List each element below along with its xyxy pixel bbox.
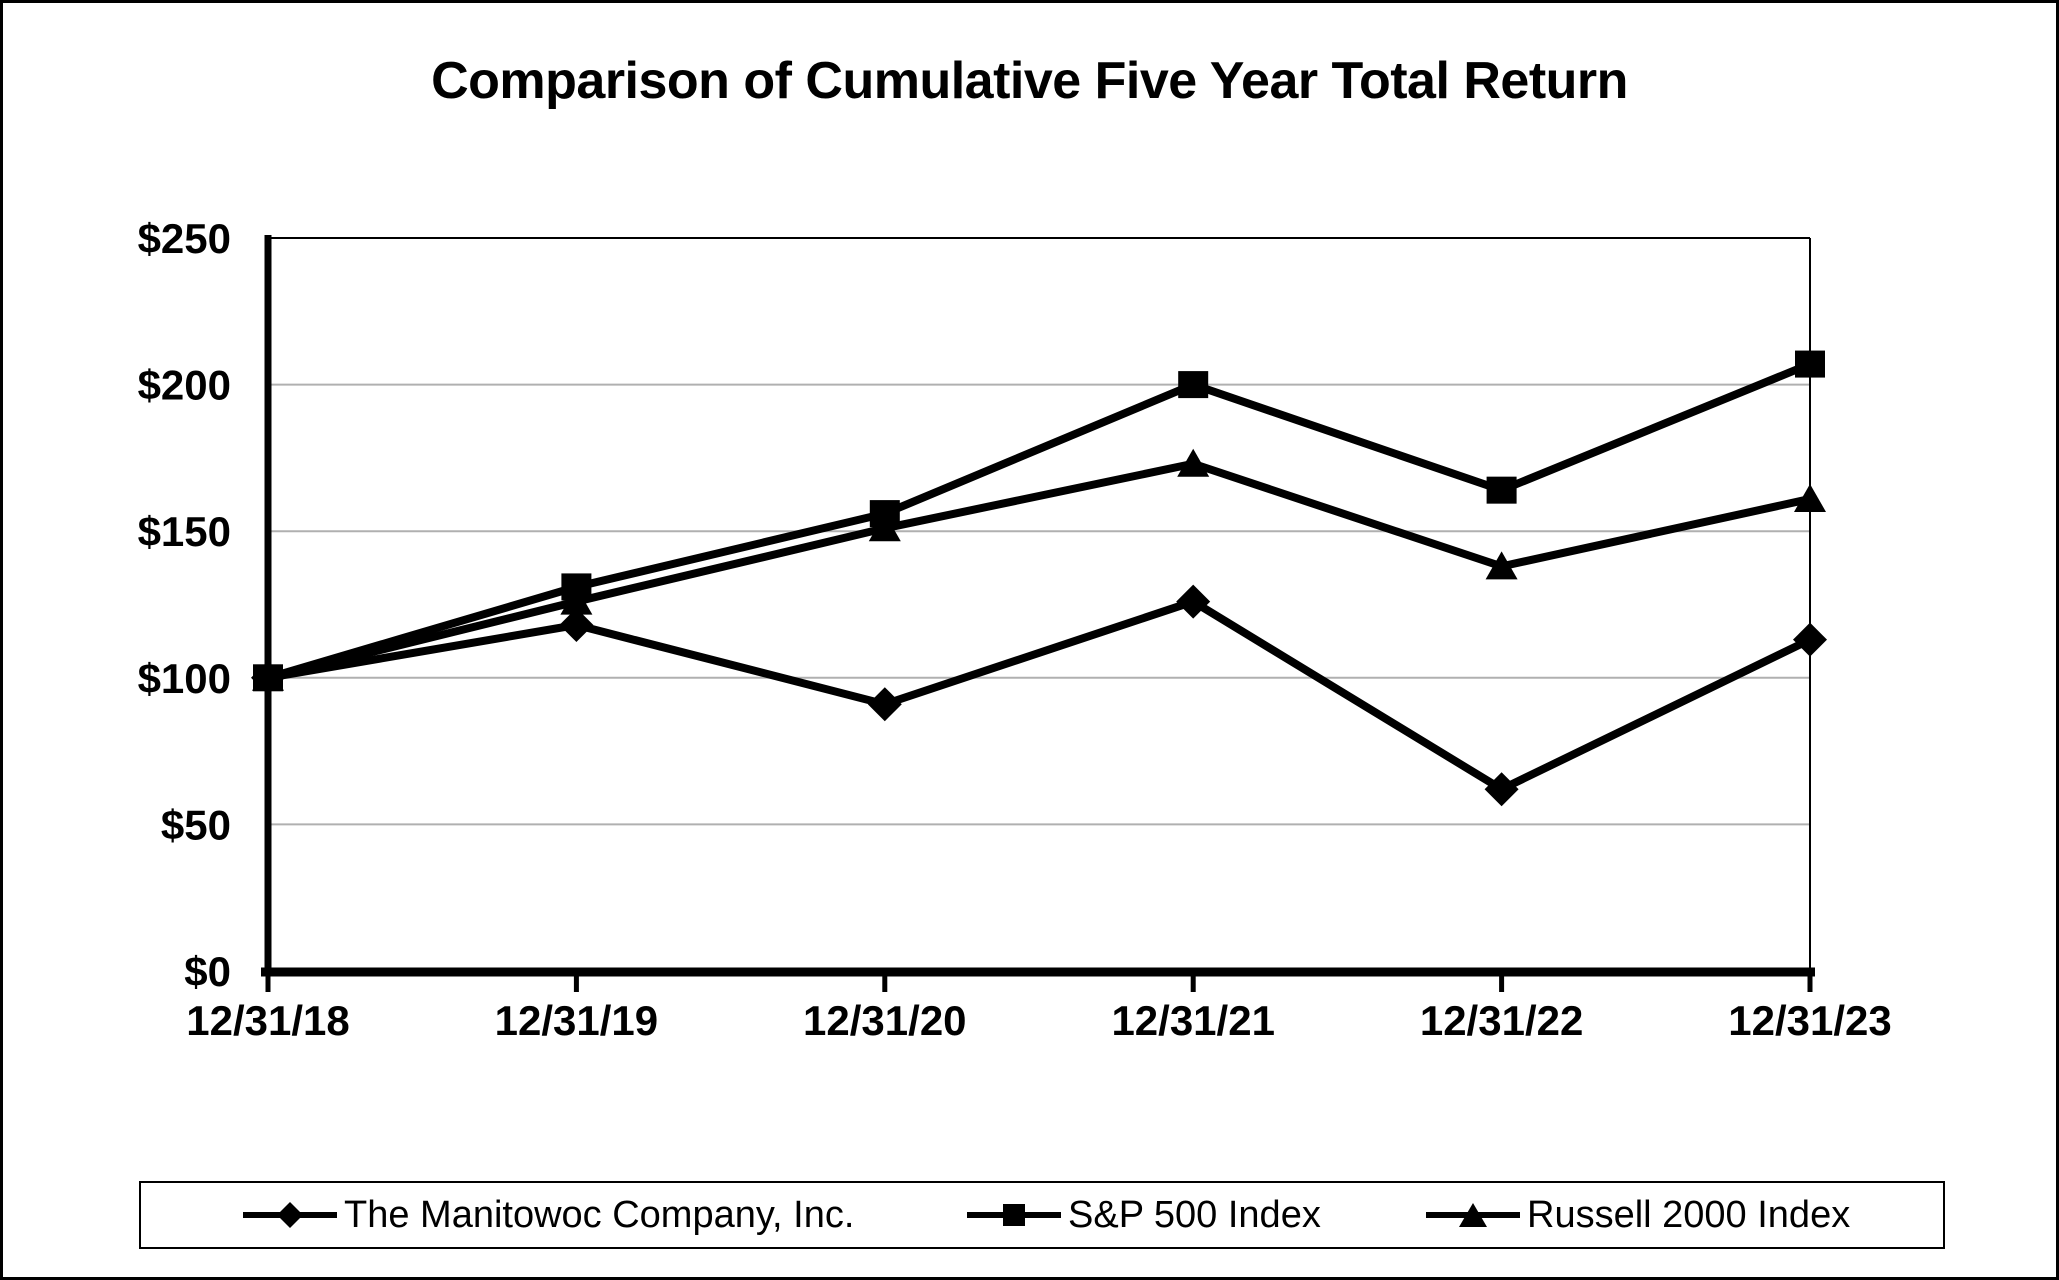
legend-label-sp500: S&P 500 Index (1068, 1194, 1321, 1236)
legend-label-manitowoc: The Manitowoc Company, Inc. (344, 1194, 855, 1236)
legend-label-russell2000: Russell 2000 Index (1527, 1194, 1851, 1236)
marker-triangle-3 (1177, 448, 1210, 477)
triangle-series-icon (1426, 1203, 1520, 1227)
square-series-icon (967, 1204, 1061, 1226)
y-tick-label-50: $50 (161, 801, 231, 848)
marker-diamond-4 (1484, 772, 1519, 807)
marker-square-0 (253, 664, 283, 692)
marker-diamond-5 (1793, 622, 1827, 657)
series-line-2 (267, 459, 1811, 682)
y-tick-label-100: $100 (138, 655, 231, 702)
marker-triangle-4 (1485, 551, 1518, 580)
x-tick-label-0: 12/31/18 (186, 997, 350, 1044)
legend-item-manitowoc: The Manitowoc Company, Inc. (243, 1196, 854, 1234)
marker-square-3 (1178, 371, 1209, 399)
x-tick-label-3: 12/31/21 (1111, 997, 1275, 1044)
x-tick-label-5: 12/31/23 (1728, 997, 1892, 1044)
x-tick-label-4: 12/31/22 (1420, 997, 1584, 1044)
legend: The Manitowoc Company, Inc. S&P 500 Inde… (139, 1181, 1945, 1249)
marker-triangle-1 (560, 586, 593, 615)
marker-square-5 (1795, 350, 1825, 378)
series-line-1 (266, 360, 1812, 682)
y-tick-label-200: $200 (138, 362, 231, 409)
y-tick-label-0: $0 (184, 948, 231, 995)
plot-svg: $0 $50 $100 $150 $200 $250 12/31/18 12/31/19 12/… (138, 215, 1892, 1044)
diamond-series-icon (243, 1202, 337, 1228)
y-tick-label-150: $150 (138, 508, 231, 555)
marker-square-4 (1486, 476, 1517, 504)
legend-item-russell2000: Russell 2000 Index (1426, 1196, 1850, 1234)
chart-title: Comparison of Cumulative Five Year Total… (431, 52, 1628, 110)
x-tick-label-1: 12/31/19 (495, 997, 659, 1044)
marker-diamond-1 (559, 608, 594, 643)
marker-triangle-5 (1794, 483, 1826, 512)
marker-square-2 (869, 500, 900, 528)
marker-triangle-2 (868, 513, 901, 542)
y-tick-label-250: $250 (138, 215, 231, 262)
marker-diamond-3 (1176, 584, 1211, 619)
marker-diamond-2 (867, 687, 902, 722)
series-line-0 (267, 597, 1812, 794)
x-tick-label-2: 12/31/20 (803, 997, 967, 1044)
legend-item-sp500: S&P 500 Index (967, 1196, 1321, 1234)
marker-square-1 (561, 573, 592, 601)
